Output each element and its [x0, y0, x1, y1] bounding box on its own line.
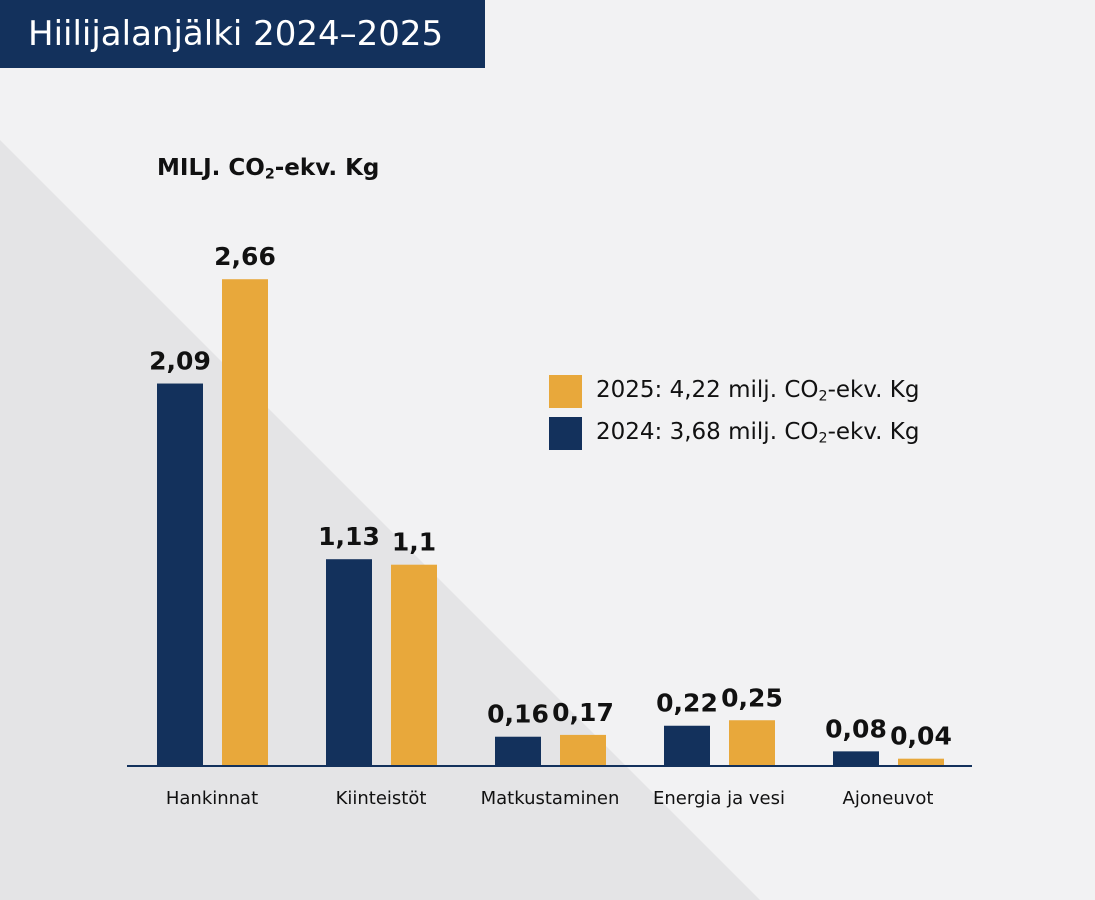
bar-2025-0 [222, 279, 268, 766]
legend-item-2025: 2025: 4,22 milj. CO2-ekv. Kg [549, 370, 919, 412]
category-label: Energia ja vesi [653, 788, 785, 809]
legend-swatch-2025 [549, 374, 582, 408]
bar-2024-0 [157, 383, 203, 766]
bar-2025-3 [729, 720, 775, 766]
category-label: Ajoneuvot [843, 788, 934, 809]
data-label-2024-1: 1,13 [318, 522, 380, 551]
data-label-2025-0: 2,66 [214, 242, 276, 271]
bar-2025-4 [898, 758, 944, 766]
bar-2024-1 [326, 559, 372, 766]
legend-swatch-2024 [549, 416, 582, 450]
legend-item-2024: 2024: 3,68 milj. CO2-ekv. Kg [549, 412, 919, 454]
category-label: Kiinteistöt [336, 788, 427, 809]
bar-2024-2 [495, 736, 541, 766]
legend-label-2025: 2025: 4,22 milj. CO2-ekv. Kg [596, 377, 920, 405]
data-label-2024-2: 0,16 [487, 700, 549, 729]
category-label: Matkustaminen [481, 788, 620, 809]
category-label: Hankinnat [166, 788, 258, 809]
chart-legend: 2025: 4,22 milj. CO2-ekv. Kg 2024: 3,68 … [549, 370, 919, 454]
bar-2024-3 [664, 725, 710, 766]
data-label-2024-0: 2,09 [149, 347, 211, 376]
bar-2025-1 [391, 564, 437, 766]
bar-2025-2 [560, 734, 606, 766]
data-label-2025-3: 0,25 [721, 683, 783, 712]
data-label-2025-4: 0,04 [890, 722, 952, 751]
bar-2024-4 [833, 751, 879, 766]
legend-label-2024: 2024: 3,68 milj. CO2-ekv. Kg [596, 419, 920, 447]
y-axis-unit-label: MILJ. CO2-ekv. Kg [157, 155, 380, 183]
data-label-2024-3: 0,22 [656, 689, 718, 718]
data-label-2024-4: 0,08 [825, 714, 887, 743]
data-label-2025-1: 1,1 [392, 528, 436, 557]
data-label-2025-2: 0,17 [552, 698, 614, 727]
page-title: Hiilijalanjälki 2024–2025 [0, 0, 485, 68]
